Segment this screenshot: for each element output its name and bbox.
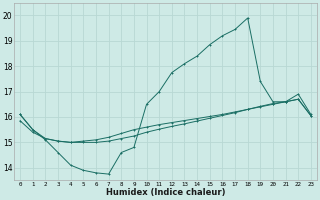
X-axis label: Humidex (Indice chaleur): Humidex (Indice chaleur) bbox=[106, 188, 225, 197]
